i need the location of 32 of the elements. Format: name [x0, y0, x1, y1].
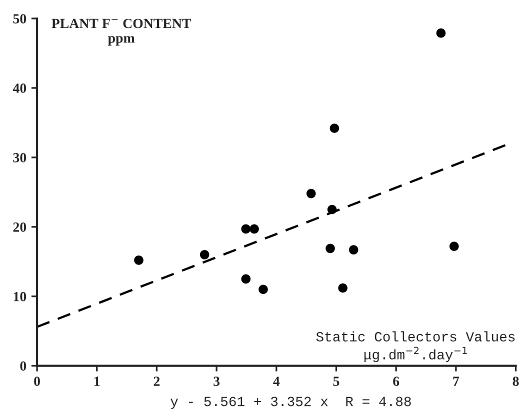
point [241, 274, 251, 284]
point [250, 224, 259, 234]
x-tick-label: 8 [512, 376, 519, 386]
x-tick-label: 6 [393, 376, 400, 386]
point [330, 124, 340, 133]
y-tick-label: 50 [13, 14, 26, 24]
x-tick-label: 5 [333, 376, 340, 386]
point [134, 256, 144, 265]
point [338, 283, 348, 293]
y-tick-label: 20 [13, 222, 26, 232]
y-tick-label: 40 [12, 84, 26, 93]
point [241, 224, 251, 234]
y-tick-label: 10 [14, 292, 26, 302]
point [326, 244, 335, 254]
y-axis-title: PLANT F$^{−}$ CONTENT ppm [52, 18, 192, 46]
x-tick-label: 1 [94, 376, 100, 386]
point [449, 242, 459, 251]
y-tick-label: 0 [20, 361, 26, 371]
point [348, 245, 358, 254]
point [306, 188, 316, 198]
y-tick-label: 30 [13, 152, 26, 162]
point [436, 28, 446, 38]
x-tick-label: 0 [34, 376, 40, 386]
x-tick-label: 4 [273, 376, 280, 386]
text: y - 5.561 + 3.352 x R = 4.88 [170, 396, 411, 409]
x-tick-label: 7 [453, 376, 460, 386]
point [258, 284, 268, 294]
x-tick-label: 3 [214, 376, 220, 386]
x-tick-label: 2 [154, 376, 160, 386]
point [200, 250, 210, 260]
point [327, 204, 337, 214]
x-axis-title: Static Collectors Values μg.dm$^{−2}$.day$^{−1}$ [316, 331, 515, 362]
